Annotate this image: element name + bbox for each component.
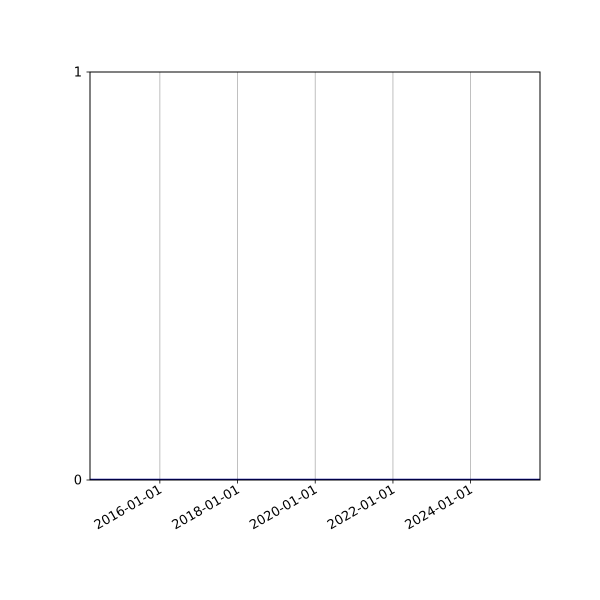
- x-tick-label: 2020-01-01: [247, 482, 320, 533]
- y-axis: 01: [74, 66, 90, 489]
- x-axis: 2016-01-01 2018-01-01 2020-01-01 2022-01-01…: [92, 480, 476, 533]
- x-tick-label: 2024-01-01: [403, 482, 476, 533]
- y-tick-label: 0: [74, 474, 82, 489]
- x-tick-label: 2018-01-01: [170, 482, 243, 533]
- x-tick-label: 2016-01-01: [92, 482, 165, 533]
- y-tick-label: 1: [74, 66, 82, 81]
- grid: [159, 72, 471, 480]
- x-tick-label: 2022-01-01: [325, 482, 398, 533]
